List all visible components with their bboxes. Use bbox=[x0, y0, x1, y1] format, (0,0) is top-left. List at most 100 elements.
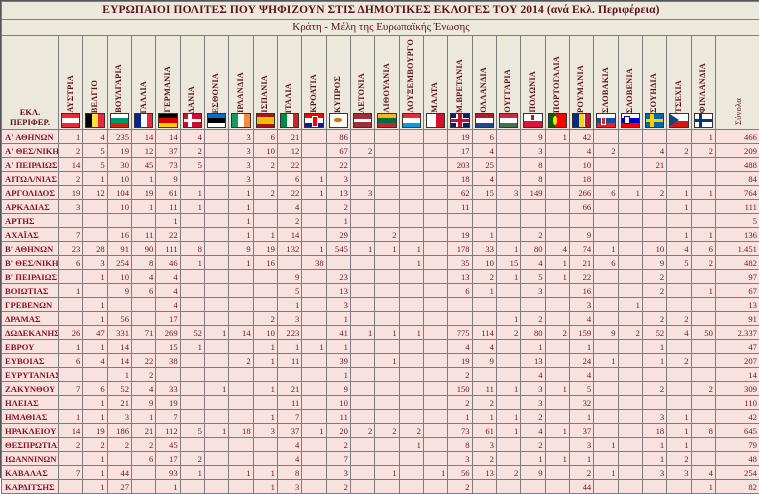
data-cell bbox=[302, 284, 326, 298]
data-cell: 21 bbox=[107, 396, 131, 410]
data-cell bbox=[204, 172, 228, 186]
column-header-germany[interactable]: ΓΕΡΜΑΝΙΑ bbox=[156, 36, 180, 130]
data-cell: 1 bbox=[229, 256, 253, 270]
column-header-netherlands[interactable]: ΟΛΛΑΝΔΙΑ bbox=[472, 36, 496, 130]
row-total: 764 bbox=[715, 186, 759, 200]
column-header-estonia[interactable]: ΕΣΘΟΝΙΑ bbox=[204, 36, 228, 130]
column-header-poland[interactable]: ΠΟΛΩΝΙΑ bbox=[521, 36, 545, 130]
data-cell: 3 bbox=[107, 410, 131, 424]
column-header-sweden[interactable]: ΣΟΥΗΔΙΑ bbox=[642, 36, 666, 130]
data-cell: 1 bbox=[253, 410, 277, 424]
data-cell: 1 bbox=[667, 200, 691, 214]
column-header-spain[interactable]: ΙΣΠΑΝΙΑ bbox=[253, 36, 277, 130]
data-cell: 14 bbox=[229, 326, 253, 340]
data-cell: 19 bbox=[59, 186, 83, 200]
column-header-italy[interactable]: ΙΤΑΛΙΑ bbox=[277, 36, 301, 130]
data-cell: 6 bbox=[691, 242, 715, 256]
column-header-luxembourg[interactable]: ΛΟΥΞΕΜΒΟΥΡΓΟ bbox=[399, 36, 423, 130]
data-cell bbox=[618, 368, 642, 382]
column-header-ireland[interactable]: ΙΡΛΑΝΔΙΑ bbox=[229, 36, 253, 130]
data-cell bbox=[180, 214, 204, 228]
data-cell: 9 bbox=[472, 354, 496, 368]
column-header-malta[interactable]: ΜΑΛΤΑ bbox=[423, 36, 447, 130]
data-cell: 19 bbox=[83, 424, 107, 438]
table-row[interactable]: Α' ΘΕΣ/ΝΙΚΗΣ2519123723101267217434242220… bbox=[2, 144, 759, 158]
page-subtitle: Κράτη - Μέλη της Ευρωπαϊκής Ένωσης bbox=[2, 20, 759, 36]
data-cell: 37 bbox=[569, 424, 593, 438]
column-header-cyprus[interactable]: ΚΥΠΡΟΣ bbox=[326, 36, 350, 130]
column-header-portugal[interactable]: ΠΟΡΤΟΓΑΛΙΑ bbox=[545, 36, 569, 130]
denmark-flag bbox=[183, 113, 202, 128]
row-total: 42 bbox=[715, 410, 759, 424]
column-header-uk[interactable]: Μ.ΒΡΕΤΑΝΙΑ bbox=[448, 36, 472, 130]
data-cell: 269 bbox=[156, 326, 180, 340]
data-cell: 10 bbox=[253, 144, 277, 158]
data-cell bbox=[107, 298, 131, 312]
data-cell: 1 bbox=[521, 452, 545, 466]
data-cell: 2 bbox=[691, 144, 715, 158]
data-cell: 1 bbox=[375, 326, 399, 340]
column-header-belgium[interactable]: ΒΕΛΓΙΟ bbox=[83, 36, 107, 130]
data-cell bbox=[667, 368, 691, 382]
data-cell bbox=[229, 298, 253, 312]
data-cell bbox=[423, 396, 447, 410]
column-header-bulgaria[interactable]: ΒΟΥΛΓΑΡΙΑ bbox=[107, 36, 131, 130]
data-cell bbox=[594, 284, 618, 298]
data-cell: 1 bbox=[229, 228, 253, 242]
table-row[interactable]: ΔΩΔΕΚΑΝΗΣΟΥ26473317126952114102234111177… bbox=[2, 326, 759, 340]
column-header-slovenia[interactable]: ΣΛΟΒΕΝΙΑ bbox=[618, 36, 642, 130]
data-cell: 52 bbox=[180, 326, 204, 340]
column-header-czech[interactable]: ΤΣΕΧΙΑ bbox=[667, 36, 691, 130]
data-cell bbox=[496, 200, 520, 214]
data-cell: 1 bbox=[667, 438, 691, 452]
column-header-hungary[interactable]: ΟΥΓΓΑΡΙΑ bbox=[496, 36, 520, 130]
latvia-flag bbox=[353, 113, 372, 128]
data-cell: 1 bbox=[180, 186, 204, 200]
data-cell bbox=[180, 228, 204, 242]
row-label: ΑΧΑΪΑΣ bbox=[2, 228, 59, 242]
data-cell: 5 bbox=[569, 382, 593, 396]
column-header-france[interactable]: ΓΑΛΛΙΑ bbox=[131, 36, 155, 130]
data-cell bbox=[180, 284, 204, 298]
data-cell: 45 bbox=[131, 158, 155, 172]
column-header-croatia[interactable]: ΚΡΟΑΤΙΑ bbox=[302, 36, 326, 130]
data-cell: 22 bbox=[156, 228, 180, 242]
column-header-lithuania[interactable]: ΛΙΘΟΥΑΝΙΑ bbox=[375, 36, 399, 130]
column-header-denmark[interactable]: ΔΑΝΙΑ bbox=[180, 36, 204, 130]
column-header-finland[interactable]: ΦΙΝΛΑΝΔΙΑ bbox=[691, 36, 715, 130]
total-header-label: Σύνολα bbox=[734, 98, 743, 125]
column-header-latvia[interactable]: ΛΕΤΟΝΙΑ bbox=[350, 36, 374, 130]
data-cell: 80 bbox=[521, 242, 545, 256]
column-header-label: ΡΟΥΜΑΝΙΑ bbox=[577, 65, 585, 113]
column-header-slovakia[interactable]: ΣΛΟΒΑΚΙΑ bbox=[594, 36, 618, 130]
data-cell: 1 bbox=[277, 340, 301, 354]
data-cell: 16 bbox=[569, 284, 593, 298]
column-header-romania[interactable]: ΡΟΥΜΑΝΙΑ bbox=[569, 36, 593, 130]
column-header-austria[interactable]: ΑΥΣΤΡΙΑ bbox=[59, 36, 83, 130]
